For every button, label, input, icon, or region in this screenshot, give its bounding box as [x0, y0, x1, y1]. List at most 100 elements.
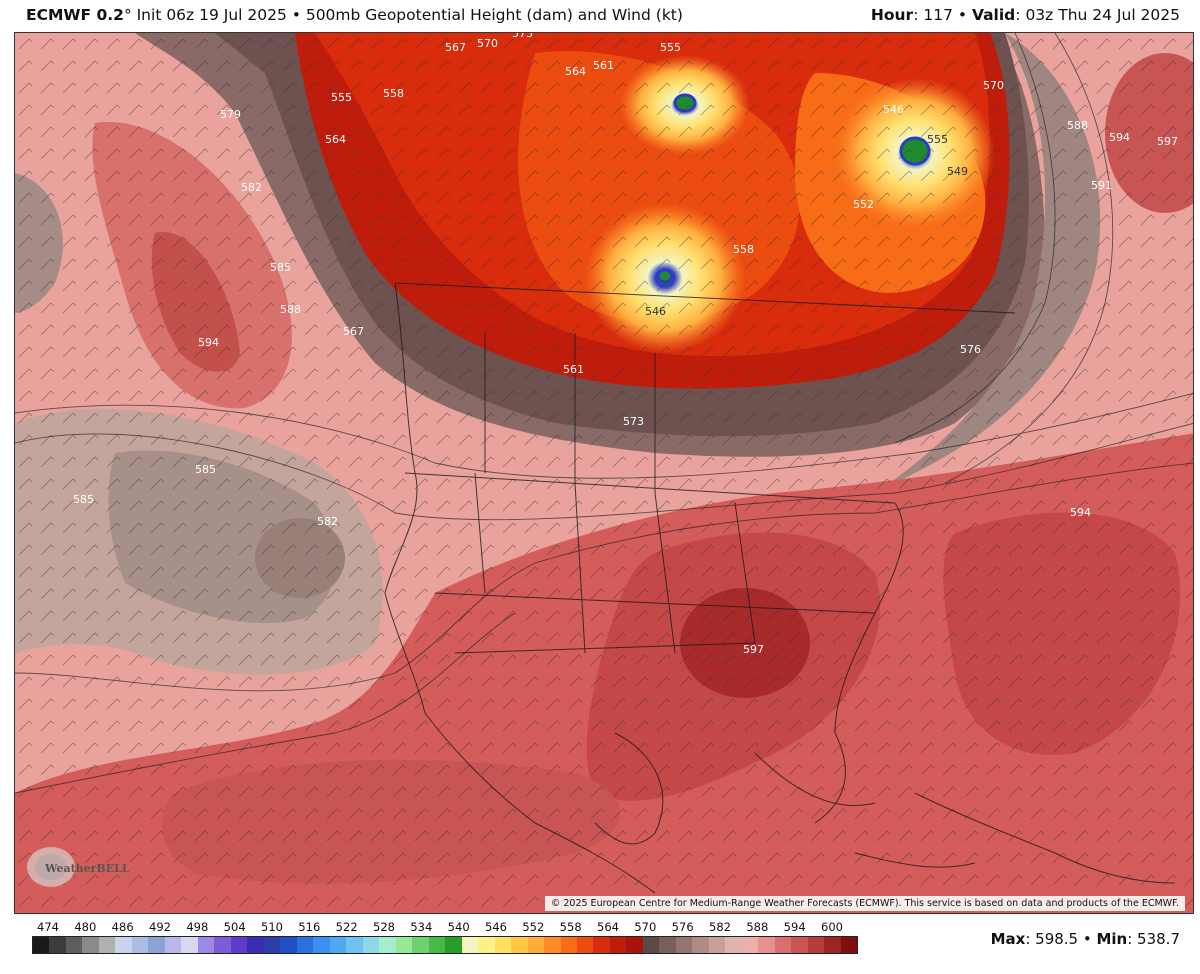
contour-label: 585 — [195, 463, 216, 476]
legend-swatch — [544, 937, 561, 953]
legend-swatch — [560, 937, 577, 953]
legend-swatch — [296, 937, 314, 953]
legend-swatch — [609, 937, 627, 953]
legend-swatch — [741, 937, 759, 953]
contour-label: 597 — [1157, 135, 1178, 148]
legend-swatch — [329, 937, 347, 953]
contour-label: 594 — [1070, 506, 1091, 519]
legend-swatch — [675, 937, 693, 953]
max-value: : 598.5 • — [1025, 930, 1097, 948]
wind-barbs-layer — [15, 33, 1193, 913]
legend-swatch — [82, 937, 99, 953]
legend-tick-label: 582 — [709, 920, 731, 934]
height-contours — [15, 33, 1193, 794]
contour-label: 576 — [960, 343, 981, 356]
legend-tick-labels: 474 480 486 492 498 504 510 516 522 528 534 540 546 5… — [32, 920, 858, 936]
contour-label: 546 — [883, 103, 904, 116]
legend-swatch — [148, 937, 165, 953]
legend-tick-label: 546 — [485, 920, 507, 934]
legend-tick-label: 600 — [821, 920, 843, 934]
legend-tick-label: 570 — [634, 920, 657, 934]
legend-tick-label: 510 — [261, 920, 283, 934]
copyright-notice: © 2025 European Centre for Medium-Range … — [544, 896, 1185, 911]
legend-tick-label: 534 — [410, 920, 433, 934]
contour-label: 573 — [512, 33, 533, 40]
contour-label: 591 — [1091, 179, 1112, 192]
legend-swatch — [428, 937, 446, 953]
contour-label: 555 — [927, 133, 948, 146]
contour-label: 567 — [343, 325, 364, 338]
header-title: ECMWF 0.2° Init 06z 19 Jul 2025 • 500mb … — [26, 6, 683, 24]
legend-swatch — [659, 937, 676, 953]
contour-label: 585 — [73, 493, 94, 506]
legend-tick-label: 576 — [671, 920, 694, 934]
contour-label: 558 — [383, 87, 404, 100]
legend-swatch — [791, 937, 808, 953]
contour-label: 555 — [331, 91, 352, 104]
min-value: : 538.7 — [1127, 930, 1180, 948]
legend-swatch — [494, 937, 512, 953]
legend-tick-label: 594 — [783, 920, 806, 934]
contour-label: 555 — [660, 41, 681, 54]
contour-labels: 567 570 573 564 561 558 555 561 564 558 … — [73, 33, 1178, 656]
legend-tick-label: 528 — [373, 920, 395, 934]
legend-swatch — [461, 937, 479, 953]
legend-swatch — [33, 937, 50, 953]
contour-label: 561 — [593, 59, 614, 72]
legend-swatch — [131, 937, 149, 953]
legend-swatch — [362, 937, 380, 953]
legend-tick-label: 552 — [522, 920, 545, 934]
map-canvas: 567 570 573 564 561 558 555 561 564 558 … — [15, 33, 1193, 913]
contour-label: 546 — [645, 305, 666, 318]
degree-symbol: ° — [123, 6, 132, 24]
legend-tick-label: 480 — [74, 920, 97, 934]
legend-swatch — [725, 937, 742, 953]
contour-label: 558 — [733, 243, 754, 256]
contour-label: 579 — [220, 108, 241, 121]
legend-tick-label: 540 — [447, 920, 470, 934]
legend-swatch — [313, 937, 330, 953]
legend-swatch — [774, 937, 792, 953]
legend-tick-label: 504 — [223, 920, 246, 934]
legend-swatch — [478, 937, 495, 953]
legend-tick-label: 522 — [335, 920, 358, 934]
legend-swatch — [115, 937, 132, 953]
legend-swatch — [758, 937, 775, 953]
hour-label: Hour — [870, 6, 914, 24]
contour-label: 564 — [325, 133, 346, 146]
legend-color-bar — [32, 936, 858, 954]
legend-swatch — [807, 937, 825, 953]
legend-tick-label: 492 — [149, 920, 171, 934]
contour-label: 573 — [623, 415, 644, 428]
legend-swatch — [164, 937, 182, 953]
weather-map[interactable]: 567 570 573 564 561 558 555 561 564 558 … — [14, 32, 1194, 914]
legend-swatch — [280, 937, 297, 953]
max-min-stats: Max: 598.5 • Min: 538.7 — [991, 930, 1180, 948]
legend-swatch — [65, 937, 83, 953]
legend-tick-label: 486 — [111, 920, 134, 934]
legend-swatch — [692, 937, 709, 953]
contour-label: 564 — [565, 65, 586, 78]
legend-swatch — [98, 937, 116, 953]
legend-swatch — [346, 937, 363, 953]
legend-tick-label: 474 — [37, 920, 59, 934]
legend-tick-label: 516 — [298, 920, 321, 934]
contour-label: 594 — [1109, 131, 1130, 144]
contour-label: 585 — [270, 261, 291, 274]
legend-swatch — [576, 937, 594, 953]
contour-label: 594 — [198, 336, 219, 349]
contour-label: 552 — [853, 198, 874, 211]
min-label: Min — [1096, 930, 1128, 948]
contour-label: 597 — [743, 643, 764, 656]
model-name: ECMWF 0.2 — [26, 6, 124, 24]
contour-label: 582 — [241, 181, 262, 194]
contour-label: 582 — [317, 515, 338, 528]
contour-label: 561 — [563, 363, 584, 376]
map-header: ECMWF 0.2° Init 06z 19 Jul 2025 • 500mb … — [0, 0, 1200, 32]
legend-swatch — [593, 937, 610, 953]
legend-swatch — [626, 937, 643, 953]
contour-label: 549 — [947, 165, 968, 178]
logo-text: WeatherBELL — [44, 862, 129, 875]
contour-label: 588 — [280, 303, 301, 316]
legend-swatch — [445, 937, 462, 953]
